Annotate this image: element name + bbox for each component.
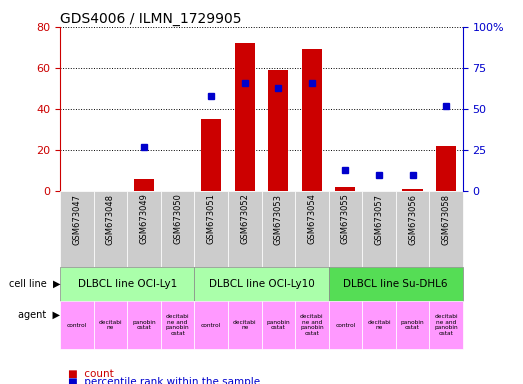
Bar — [161, 191, 195, 267]
Text: cell line  ▶: cell line ▶ — [9, 279, 60, 289]
Bar — [362, 191, 396, 267]
Bar — [436, 146, 456, 191]
Text: GSM673055: GSM673055 — [341, 194, 350, 244]
Text: GSM673052: GSM673052 — [240, 194, 249, 244]
Bar — [134, 179, 154, 191]
Text: decitabi
ne: decitabi ne — [367, 319, 391, 330]
Text: decitabi
ne and
panobin
ostat: decitabi ne and panobin ostat — [166, 314, 189, 336]
Text: control: control — [67, 323, 87, 328]
Bar — [201, 119, 221, 191]
Bar — [262, 191, 295, 267]
Bar — [195, 301, 228, 349]
Bar — [262, 301, 295, 349]
Bar — [60, 267, 195, 301]
Text: GSM673054: GSM673054 — [308, 194, 316, 244]
Text: decitabi
ne and
panobin
ostat: decitabi ne and panobin ostat — [300, 314, 324, 336]
Text: panobin
ostat: panobin ostat — [132, 319, 156, 330]
Bar — [60, 301, 94, 349]
Bar — [60, 191, 94, 267]
Bar — [295, 191, 328, 267]
Text: GSM673050: GSM673050 — [173, 194, 182, 244]
Bar — [161, 301, 195, 349]
Text: agent  ▶: agent ▶ — [18, 310, 60, 320]
Bar — [396, 301, 429, 349]
Bar — [127, 191, 161, 267]
Text: GSM673049: GSM673049 — [140, 194, 149, 244]
Text: decitabi
ne: decitabi ne — [233, 319, 257, 330]
Bar — [268, 70, 288, 191]
Bar — [335, 187, 356, 191]
Text: control: control — [201, 323, 221, 328]
Bar — [94, 191, 127, 267]
Bar — [295, 301, 328, 349]
Bar — [195, 191, 228, 267]
Bar — [403, 189, 423, 191]
Text: GSM673051: GSM673051 — [207, 194, 215, 244]
Bar — [429, 301, 463, 349]
Text: GSM673053: GSM673053 — [274, 194, 283, 245]
Bar — [328, 191, 362, 267]
Text: GSM673056: GSM673056 — [408, 194, 417, 245]
Bar — [328, 267, 463, 301]
Bar — [429, 191, 463, 267]
Bar — [228, 301, 262, 349]
Text: GSM673057: GSM673057 — [374, 194, 383, 245]
Text: DLBCL line OCI-Ly10: DLBCL line OCI-Ly10 — [209, 279, 314, 289]
Bar — [228, 191, 262, 267]
Text: ■  count: ■ count — [68, 369, 113, 379]
Text: panobin
ostat: panobin ostat — [401, 319, 424, 330]
Bar — [328, 301, 362, 349]
Bar — [302, 50, 322, 191]
Text: panobin
ostat: panobin ostat — [266, 319, 290, 330]
Bar — [235, 43, 255, 191]
Bar — [195, 267, 328, 301]
Bar — [94, 301, 127, 349]
Text: GSM673048: GSM673048 — [106, 194, 115, 245]
Text: ■  percentile rank within the sample: ■ percentile rank within the sample — [68, 377, 260, 384]
Text: GDS4006 / ILMN_1729905: GDS4006 / ILMN_1729905 — [60, 12, 242, 26]
Bar — [396, 191, 429, 267]
Text: decitabi
ne: decitabi ne — [99, 319, 122, 330]
Bar — [127, 301, 161, 349]
Text: DLBCL line Su-DHL6: DLBCL line Su-DHL6 — [344, 279, 448, 289]
Bar — [362, 301, 396, 349]
Text: GSM673058: GSM673058 — [441, 194, 451, 245]
Text: control: control — [335, 323, 356, 328]
Text: decitabi
ne and
panobin
ostat: decitabi ne and panobin ostat — [434, 314, 458, 336]
Text: GSM673047: GSM673047 — [72, 194, 82, 245]
Text: DLBCL line OCI-Ly1: DLBCL line OCI-Ly1 — [77, 279, 177, 289]
